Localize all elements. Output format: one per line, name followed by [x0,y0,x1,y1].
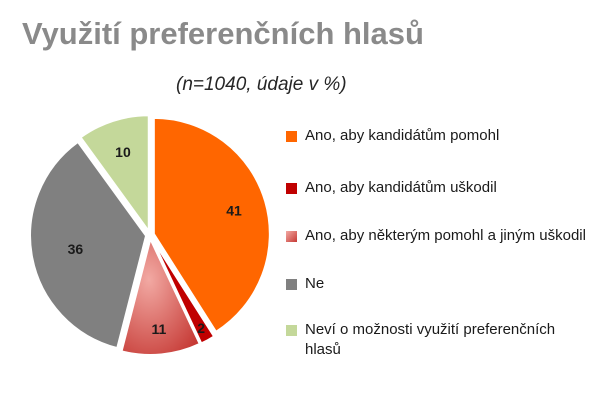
legend-swatch [286,231,297,242]
chart-title: Využití preferenčních hlasů [22,16,424,51]
legend-label: Ano, aby kandidátům uškodil [305,179,497,196]
legend-label: Ano, aby některým pomohl a jiným uškodil [305,227,586,244]
slice-pomohl [152,116,271,334]
legend-label: Ne [305,275,325,292]
legend-label: Neví o možnosti využití preferenčních hl… [305,321,556,358]
slice-pomohl-uskodil [120,236,202,356]
slice-nevi [79,114,150,235]
data-label-nevi: 10 [115,144,131,160]
slice-uskodil [151,237,216,345]
data-label-uskodil: 2 [197,320,205,336]
slice-ne [29,140,148,350]
legend-swatch [286,131,297,142]
data-label-ne: 36 [68,241,84,257]
data-label-pomohl: 41 [226,203,242,219]
legend-swatch [286,183,297,194]
legend-swatch [286,279,297,290]
legend-swatch [286,325,297,336]
legend-label: Ano, aby kandidátům pomohl [305,127,500,144]
chart-subtitle: (n=1040, údaje v %) [176,74,347,95]
data-label-pomohl-uskodil: 11 [151,321,166,337]
